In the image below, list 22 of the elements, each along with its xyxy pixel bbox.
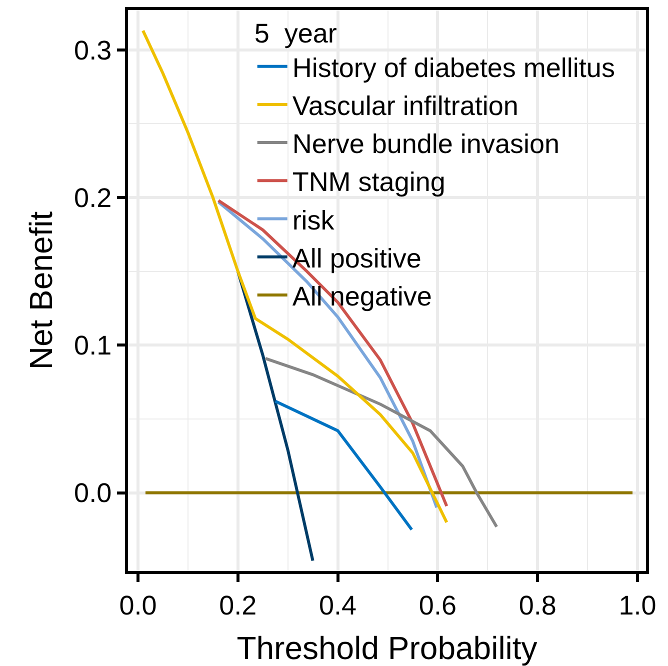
x-tick-label: 0.0 [119,590,157,620]
y-tick-label: 0.0 [74,478,112,508]
legend-label: All negative [292,281,432,312]
x-axis-title: Threshold Probability [236,630,538,666]
x-tick-label: 0.8 [518,590,556,620]
legend-label: TNM staging [292,167,446,198]
line-series [264,356,498,528]
x-tick-label: 1.0 [618,590,656,620]
y-tick-label: 0.1 [74,330,112,361]
legend-label: Vascular infiltration [292,90,518,121]
x-tick-label: 0.2 [219,590,257,620]
y-axis-title: Net Benefit [23,211,59,370]
y-tick-label: 0.2 [74,182,112,213]
legend-label: risk [292,205,335,236]
legend-label: History of diabetes mellitus [292,52,615,83]
legend-title: 5 year [254,18,337,48]
line-series [274,400,414,532]
x-tick-label: 0.6 [418,590,456,620]
y-tick-label: 0.3 [74,35,112,66]
legend-label: Nerve bundle invasion [292,129,560,160]
legend-label: All positive [292,243,422,274]
x-tick-label: 0.4 [319,590,357,620]
